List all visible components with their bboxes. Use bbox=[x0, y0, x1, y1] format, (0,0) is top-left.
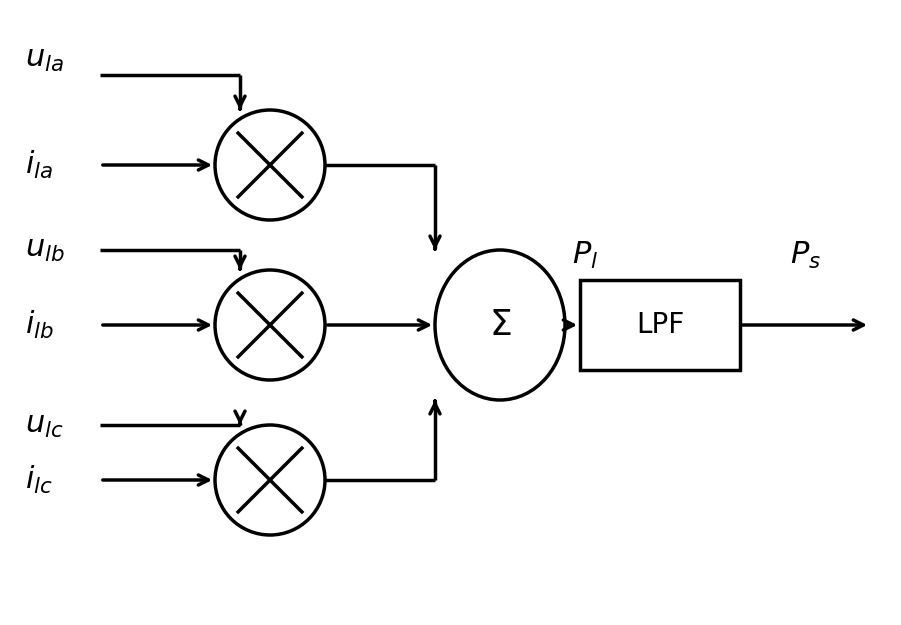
Text: $u_{lb}$: $u_{lb}$ bbox=[25, 236, 65, 264]
Ellipse shape bbox=[435, 250, 565, 400]
Text: $P_s$: $P_s$ bbox=[790, 239, 821, 271]
Ellipse shape bbox=[215, 425, 325, 535]
Text: $P_l$: $P_l$ bbox=[572, 239, 598, 271]
Ellipse shape bbox=[215, 270, 325, 380]
Text: $u_{lc}$: $u_{lc}$ bbox=[25, 411, 64, 439]
Bar bbox=[580, 280, 740, 370]
Text: LPF: LPF bbox=[636, 311, 684, 339]
Text: $i_{lc}$: $i_{lc}$ bbox=[25, 464, 53, 496]
Text: $\Sigma$: $\Sigma$ bbox=[488, 308, 511, 342]
Ellipse shape bbox=[215, 110, 325, 220]
Text: $u_{la}$: $u_{la}$ bbox=[25, 46, 64, 74]
Text: $i_{lb}$: $i_{lb}$ bbox=[25, 309, 54, 341]
Text: $i_{la}$: $i_{la}$ bbox=[25, 149, 53, 181]
